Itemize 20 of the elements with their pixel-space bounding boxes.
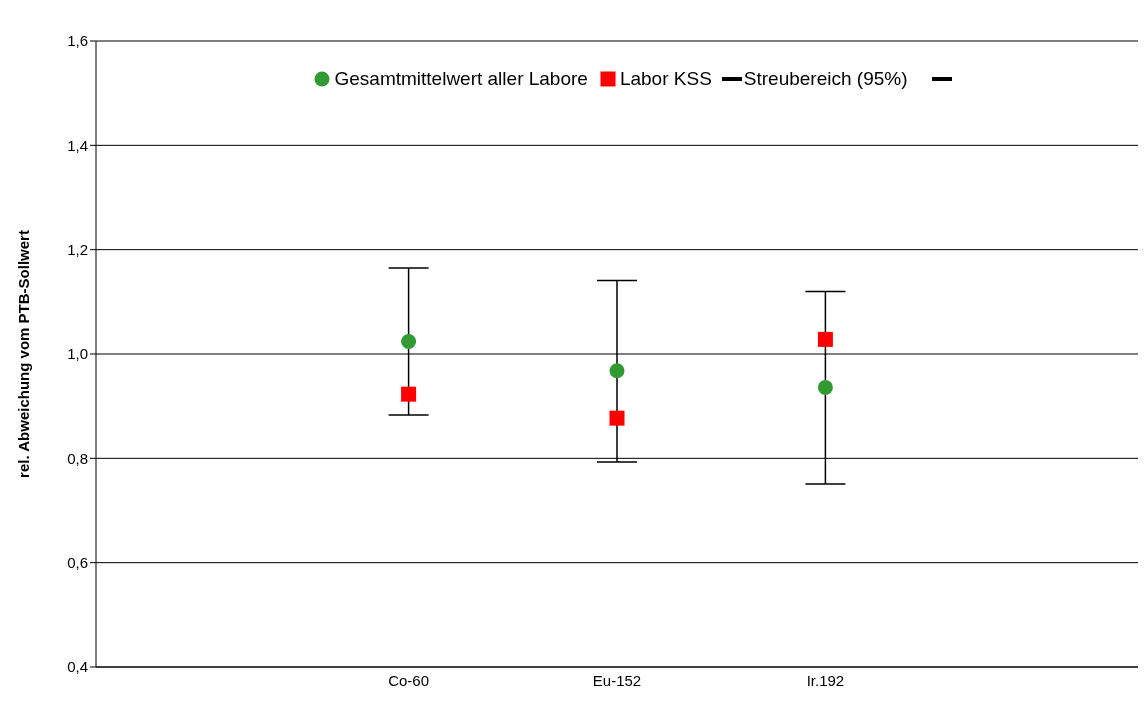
point <box>401 333 417 349</box>
y-tick-label: 0,4 <box>67 658 88 676</box>
y-tick-label: 0,6 <box>67 553 88 571</box>
y-tick-label: 0,8 <box>67 449 88 467</box>
y-tick-label: 1,0 <box>67 345 88 363</box>
point <box>609 363 625 379</box>
y-tick-label: 1,4 <box>67 136 88 154</box>
y-axis-title: rel. Abweichung vom PTB-Sollwert <box>15 230 33 478</box>
x-tick-label: Ir.192 <box>806 671 845 689</box>
y-tick-label: 1,2 <box>67 240 88 258</box>
annotation: Streubereich (95%) <box>743 68 908 90</box>
x-tick-label: Eu-152 <box>592 671 642 689</box>
point <box>817 379 833 395</box>
point <box>401 386 417 402</box>
legend-label: Labor KSS <box>619 68 712 90</box>
y-tick-label: 1,6 <box>67 32 88 50</box>
x-tick-label: Co-60 <box>388 671 430 689</box>
legend-label: Gesamtmittelwert aller Labore <box>334 68 588 90</box>
point <box>817 331 833 347</box>
point <box>609 410 625 426</box>
